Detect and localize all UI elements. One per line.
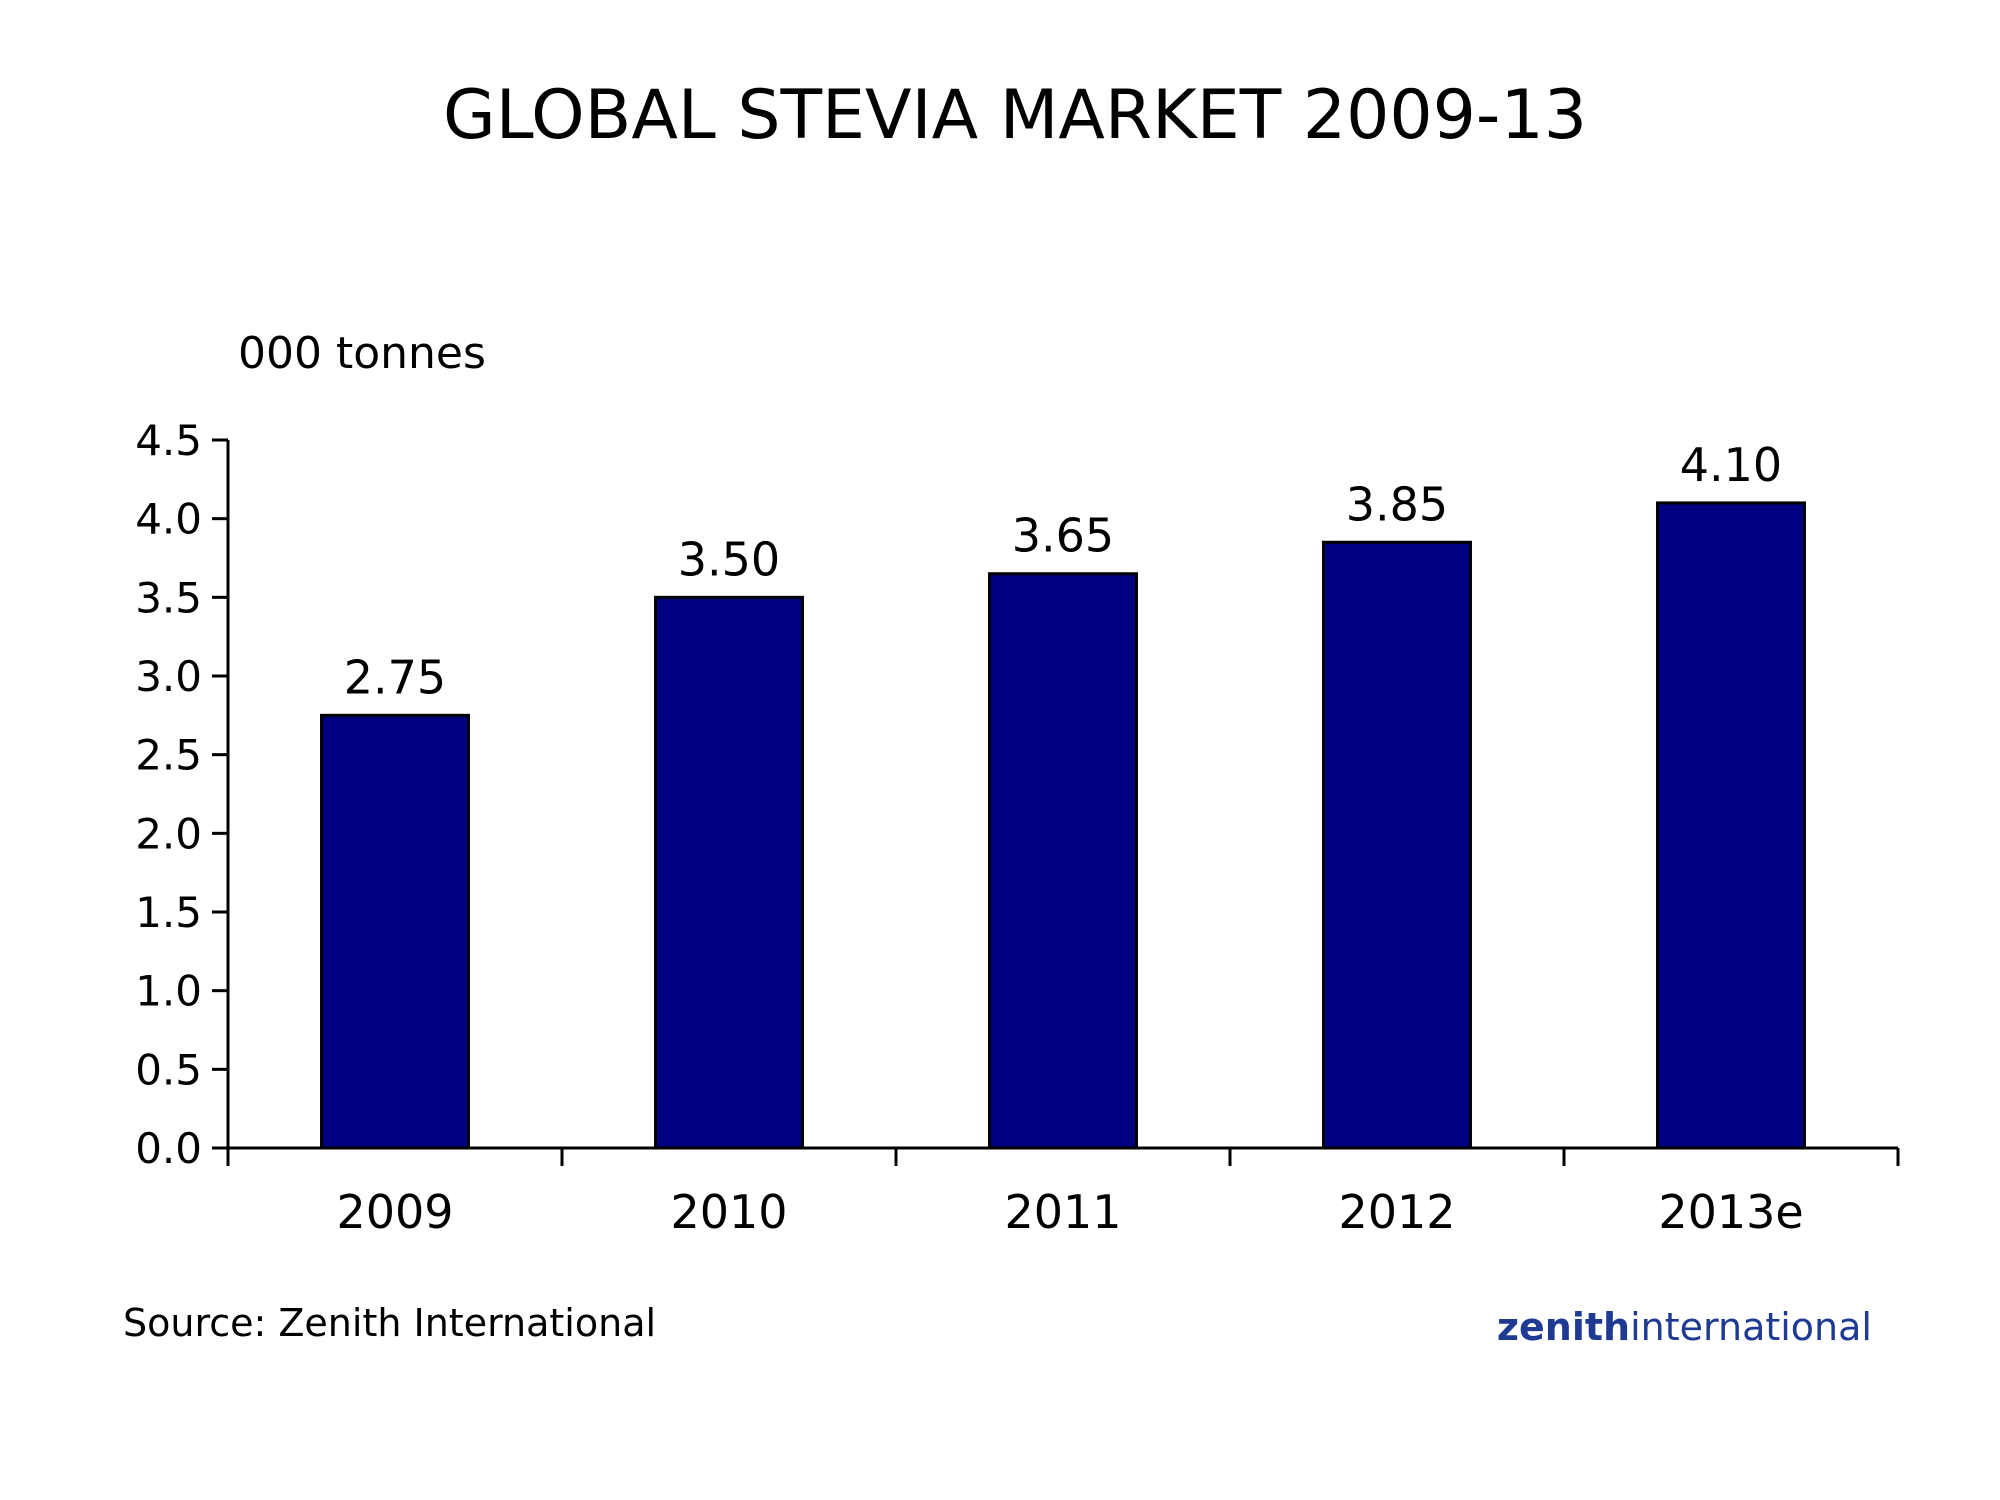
x-tick-label: 2013e bbox=[1658, 1185, 1803, 1239]
brand-logo-light: international bbox=[1630, 1305, 1872, 1349]
bar-value-label: 2.75 bbox=[344, 650, 446, 704]
source-note: Source: Zenith International bbox=[123, 1301, 656, 1345]
bar bbox=[1656, 501, 1806, 1150]
brand-logo: zenithinternational bbox=[1497, 1305, 1872, 1349]
y-tick-label: 1.5 bbox=[135, 888, 202, 937]
y-tick-label: 0.0 bbox=[135, 1124, 202, 1173]
bar-value-label: 3.85 bbox=[1346, 477, 1448, 531]
brand-logo-bold: zenith bbox=[1497, 1305, 1630, 1349]
y-tick-label: 2.5 bbox=[135, 731, 202, 780]
x-tick-label: 2009 bbox=[336, 1185, 453, 1239]
bars bbox=[320, 501, 1806, 1150]
chart-title: GLOBAL STEVIA MARKET 2009-13 bbox=[443, 76, 1587, 155]
bar bbox=[1322, 540, 1472, 1150]
bar bbox=[320, 713, 470, 1150]
bar bbox=[654, 595, 804, 1150]
bar bbox=[988, 572, 1138, 1150]
axes: 0.0 0.5 1.0 1.5 2.0 2.5 3.0 3.5 4.0 4.5 bbox=[135, 416, 1900, 1173]
y-tick-label: 2.0 bbox=[135, 809, 202, 858]
y-unit-label: 000 tonnes bbox=[238, 328, 486, 379]
y-tick-label: 0.5 bbox=[135, 1045, 202, 1094]
bar-value-label: 3.65 bbox=[1012, 509, 1114, 563]
x-tick-label: 2011 bbox=[1004, 1185, 1121, 1239]
bar-value-label: 4.10 bbox=[1680, 438, 1782, 492]
x-tick-label: 2012 bbox=[1338, 1185, 1455, 1239]
y-tick-label: 3.0 bbox=[135, 652, 202, 701]
y-tick-label: 4.0 bbox=[135, 495, 202, 544]
x-tick-label: 2010 bbox=[670, 1185, 787, 1239]
y-tick-label: 3.5 bbox=[135, 573, 202, 622]
bar-value-label: 3.50 bbox=[678, 532, 780, 586]
data-labels: 2.75 2009 3.50 2010 3.65 2011 3.85 2012 4.10 2013… bbox=[336, 438, 1803, 1239]
y-tick-label: 1.0 bbox=[135, 967, 202, 1016]
y-tick-label: 4.5 bbox=[135, 416, 202, 465]
